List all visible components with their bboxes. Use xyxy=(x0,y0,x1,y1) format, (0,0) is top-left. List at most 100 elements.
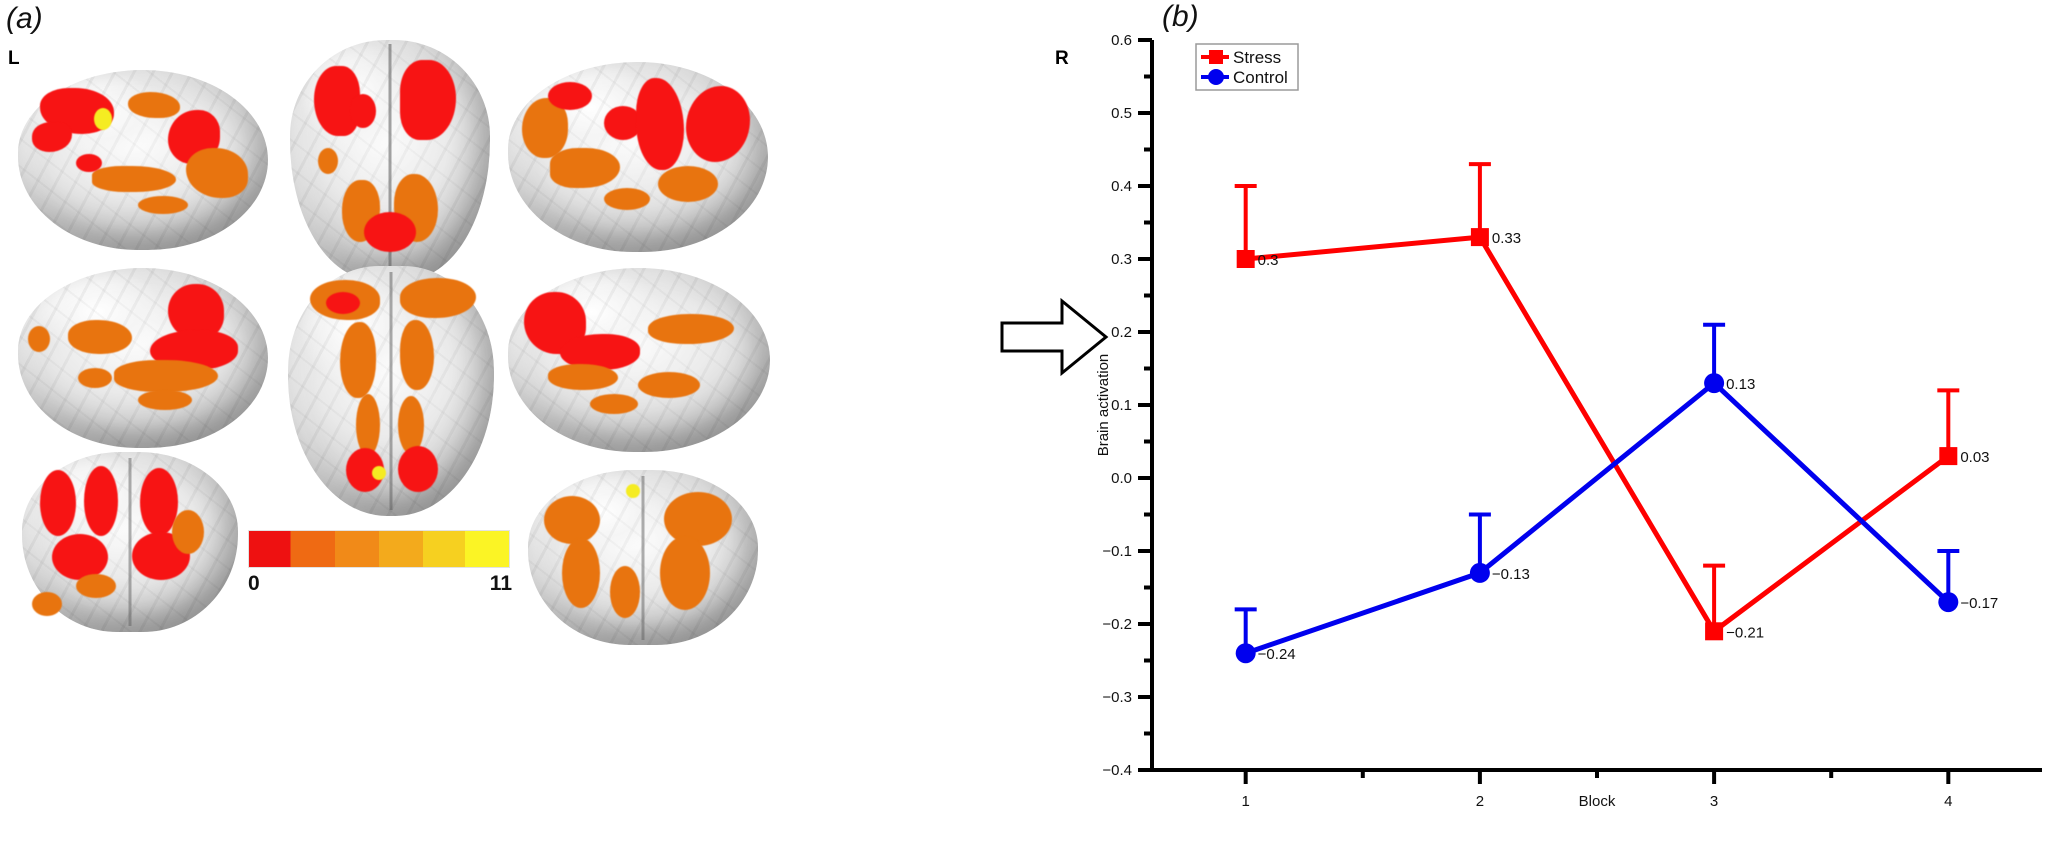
brain-view-inferior-ventral xyxy=(288,266,494,516)
svg-text:Stress: Stress xyxy=(1233,48,1281,67)
svg-text:0.03: 0.03 xyxy=(1960,449,1989,466)
activation-blob xyxy=(84,466,118,536)
svg-text:−0.21: −0.21 xyxy=(1726,624,1764,641)
hemisphere-label-left: L xyxy=(8,48,20,69)
svg-text:0.0: 0.0 xyxy=(1111,470,1132,487)
activation-blob xyxy=(400,278,476,318)
svg-text:0.13: 0.13 xyxy=(1726,376,1755,393)
activation-blob xyxy=(40,470,76,536)
activation-blob xyxy=(550,148,620,188)
svg-text:−0.17: −0.17 xyxy=(1960,595,1998,612)
brain-view-left-medial xyxy=(18,268,268,448)
activation-blob xyxy=(400,320,434,390)
activation-blob xyxy=(186,148,248,198)
brain-imaging-panel: (a) L xyxy=(6,2,1109,645)
activation-blob xyxy=(32,592,62,616)
activation-blob xyxy=(636,78,684,170)
brain-view-right-lateral xyxy=(508,62,768,252)
svg-text:0.1: 0.1 xyxy=(1111,397,1132,414)
colorbar-min-label: 0 xyxy=(248,572,260,595)
hemisphere-label-right: R xyxy=(1055,48,1069,69)
chart-axes: 0.6 0.5 0.4 0.3 0.2 0.1 0.0 −0.1 −0.2 −0.3 −0.4 1 2 3… xyxy=(1095,32,2042,810)
activation-blob xyxy=(638,372,700,398)
brain-view-superior-dorsal xyxy=(290,40,490,280)
activation-blob xyxy=(400,60,456,140)
svg-text:−0.4: −0.4 xyxy=(1102,762,1132,779)
activation-blob xyxy=(372,466,386,480)
activation-colorbar xyxy=(248,530,510,568)
colorbar-group: 0 11 xyxy=(248,530,512,600)
activation-blob xyxy=(76,154,102,172)
activation-blob xyxy=(610,566,640,618)
brain-activation-line-chart: 0.6 0.5 0.4 0.3 0.2 0.1 0.0 −0.1 −0.2 −0.3 −0.4 1 2 3… xyxy=(1095,32,2042,810)
activation-blob xyxy=(660,536,710,610)
svg-text:0.3: 0.3 xyxy=(1258,252,1279,269)
panel-a-label: (a) xyxy=(6,2,43,35)
activation-blob xyxy=(94,108,112,130)
right-arrow-icon xyxy=(1000,297,1109,377)
svg-text:0.6: 0.6 xyxy=(1111,32,1132,49)
activation-blob xyxy=(52,534,108,580)
svg-text:−0.13: −0.13 xyxy=(1492,566,1530,583)
activation-blob xyxy=(544,496,600,544)
svg-text:2: 2 xyxy=(1476,793,1484,810)
activation-blob xyxy=(140,468,178,536)
activation-blob xyxy=(658,166,718,202)
activation-blob xyxy=(340,322,376,398)
svg-text:Brain activation: Brain activation xyxy=(1095,354,1112,457)
activation-blob xyxy=(68,320,132,354)
chart-series: 0.3 0.33 −0.21 0.03 −0.24 −0.13 0.13 −0.17 xyxy=(1234,162,1998,664)
activation-blob xyxy=(318,148,338,174)
activation-blob xyxy=(92,166,176,192)
svg-text:−0.1: −0.1 xyxy=(1102,543,1132,560)
svg-text:−0.2: −0.2 xyxy=(1102,616,1132,633)
activation-blob xyxy=(114,360,218,392)
activation-blob xyxy=(548,82,592,110)
brain-view-anterior xyxy=(528,470,758,645)
activation-blob xyxy=(626,484,640,498)
activation-blob xyxy=(76,574,116,598)
colorbar-max-label: 11 xyxy=(489,572,512,595)
svg-text:0.33: 0.33 xyxy=(1492,230,1521,247)
activation-blob xyxy=(78,368,112,388)
svg-text:−0.24: −0.24 xyxy=(1258,646,1296,663)
activation-blob xyxy=(686,86,750,162)
svg-text:0.5: 0.5 xyxy=(1111,105,1132,122)
activation-blob xyxy=(548,364,618,390)
svg-text:−0.3: −0.3 xyxy=(1102,689,1132,706)
svg-text:3: 3 xyxy=(1710,793,1718,810)
activation-blob xyxy=(350,94,376,128)
activation-blob xyxy=(398,446,438,492)
activation-blob xyxy=(138,196,188,214)
line-chart-panel: (b) 0.6 0.5 0.4 0.3 0.2 0.1 0.0 −0.1 −0.2 −0.3 −0.… xyxy=(1090,0,2050,846)
activation-blob xyxy=(326,292,360,314)
activation-blob xyxy=(562,538,600,608)
activation-blob xyxy=(138,390,192,410)
activation-blob xyxy=(28,326,50,352)
brain-view-posterior xyxy=(22,452,238,632)
activation-blob xyxy=(604,106,642,140)
midline xyxy=(641,476,645,640)
activation-blob xyxy=(398,396,424,454)
svg-text:0.4: 0.4 xyxy=(1111,178,1132,195)
activation-blob xyxy=(604,188,650,210)
svg-text:Block: Block xyxy=(1579,793,1616,810)
svg-text:0.3: 0.3 xyxy=(1111,251,1132,268)
activation-blob xyxy=(364,212,416,252)
activation-blob xyxy=(590,394,638,414)
svg-text:4: 4 xyxy=(1944,793,1952,810)
svg-text:0.2: 0.2 xyxy=(1111,324,1132,341)
activation-blob xyxy=(128,92,180,118)
panel-b-label: (b) xyxy=(1162,0,1199,33)
midline xyxy=(389,272,393,510)
brain-view-left-lateral xyxy=(18,70,268,250)
midline xyxy=(128,458,132,626)
brain-view-right-medial xyxy=(508,268,770,452)
interhemispheric-fissure xyxy=(388,44,392,276)
activation-blob xyxy=(172,510,204,554)
activation-blob xyxy=(356,394,380,456)
svg-text:1: 1 xyxy=(1242,793,1250,810)
activation-blob xyxy=(664,492,732,546)
